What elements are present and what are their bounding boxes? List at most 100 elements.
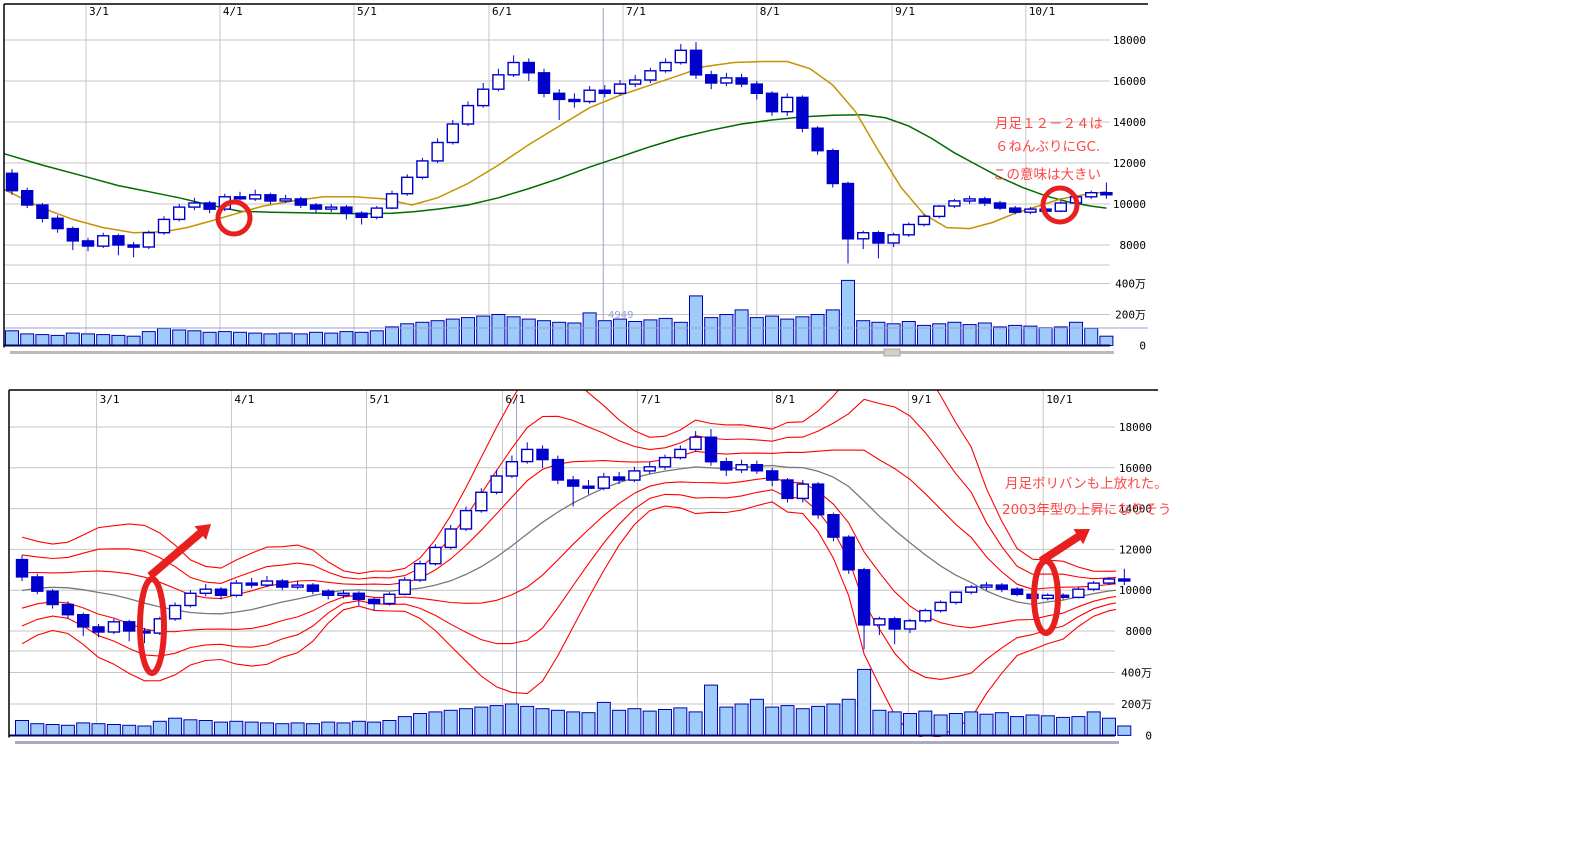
candle-down [598,89,611,94]
volume-bar [60,724,75,736]
volume-bar [81,333,95,346]
month-tick-label: 3/1 [89,5,109,18]
volume-bar [324,332,339,347]
candle-up [429,546,442,565]
candle-up [674,448,687,459]
month-tick-label: 7/1 [626,5,646,18]
candle-down [750,464,764,472]
candle-down [306,584,320,592]
candle-down [568,98,581,103]
candle-down [46,590,59,606]
volume-bar [397,716,412,736]
volume-bar [305,723,320,737]
candle-down [841,182,855,240]
candle-up [383,593,396,605]
candle-down [781,479,794,500]
candle-up [659,61,672,72]
candle-up [459,509,473,530]
volume-bar [901,321,916,346]
month-tick-label: 4/1 [223,5,243,18]
volume-bar [1084,327,1099,346]
candle-up [934,601,947,612]
top-annotation-line-2: ６ねんぶりにGC. [995,139,1100,155]
volume-bar [20,333,35,346]
volume-bar [126,335,141,347]
volume-bar [336,722,351,737]
volume-bar [157,327,171,346]
candle-down [367,598,381,605]
price-tick-label: 12000 [1113,157,1146,170]
candle-up [781,96,794,113]
hand-drawn-annotations [137,524,1090,676]
volume-bar [96,334,111,346]
candle-down [872,231,885,244]
price-tick-label: 16000 [1113,75,1146,88]
volume-bar [293,333,308,346]
volume-bar [887,711,902,737]
candle-up [505,461,519,477]
hand-drawn-annotations [215,185,1080,237]
volume-bar [106,724,121,736]
volume-bar [1069,321,1083,347]
volume-bar [172,329,187,346]
volume-bar [642,710,657,736]
candle-up [416,160,429,178]
volume-bar [504,703,519,736]
candle-down [796,96,809,129]
annotation-arrow-shaft [147,526,208,580]
candle-down [537,72,551,95]
volume-bar [520,705,535,737]
volume-bar [229,720,244,736]
volume-bar [613,318,627,347]
bottom-bollinger-chart[interactable]: 3/1 4/1 5/1 6/1 7/1 8/1 9/1 10/1 18000 16000 14000… [8,345,1158,744]
volume-bar [795,708,810,737]
price-tick-label: 8000 [1120,239,1147,252]
price-tick-label: 10000 [1119,584,1152,597]
candle-down [127,244,140,248]
bottom-annotation-line-1: 月足ボリバンも上放れた。 [1005,476,1168,492]
candle-up [96,235,110,247]
volume-bar [367,721,382,736]
volume-bar [734,703,749,736]
volume-bar [141,331,156,347]
candle-up [507,61,520,76]
candle-down [61,603,75,616]
volume-bar [428,711,443,737]
candle-up [477,88,490,107]
volume-bar [65,332,80,347]
volume-bar [1099,335,1114,347]
volume-bar [413,713,428,737]
volume-bar [871,321,886,347]
volume-bar [872,709,887,736]
top-price-chart[interactable]: 3/1 4/1 5/1 6/1 7/1 8/1 9/1 10/1 18000 16000 14000… [3,3,1148,357]
candle-down [1010,588,1024,596]
volume-bar [673,321,688,347]
candle-up [674,49,687,64]
month-tick-label: 6/1 [505,393,525,406]
candle-up [291,584,304,588]
candle-down [993,202,1007,209]
volume-bar [627,708,642,737]
volume-bar [1010,716,1025,736]
candle-down [766,470,779,481]
volume-bar [780,705,795,736]
volume-bar [309,331,323,346]
volume-bar [275,723,290,737]
volume-bar [15,720,29,736]
volume-bar [491,314,506,346]
scrollbar-fragment[interactable] [883,348,901,357]
candle-down [551,458,565,481]
volume-bar [643,319,658,346]
annotation-circle [1040,185,1080,225]
volume-bar [233,331,247,346]
volume-bar [993,326,1007,346]
volume-tick-label: 400万 [1115,278,1146,291]
volume-bar [537,320,551,347]
candle-down [112,235,125,246]
volume-bar [841,698,856,736]
volume-bar [476,315,491,347]
volume-bar [979,713,994,737]
12-period-ma [4,60,1107,234]
volume-bar [506,316,521,346]
